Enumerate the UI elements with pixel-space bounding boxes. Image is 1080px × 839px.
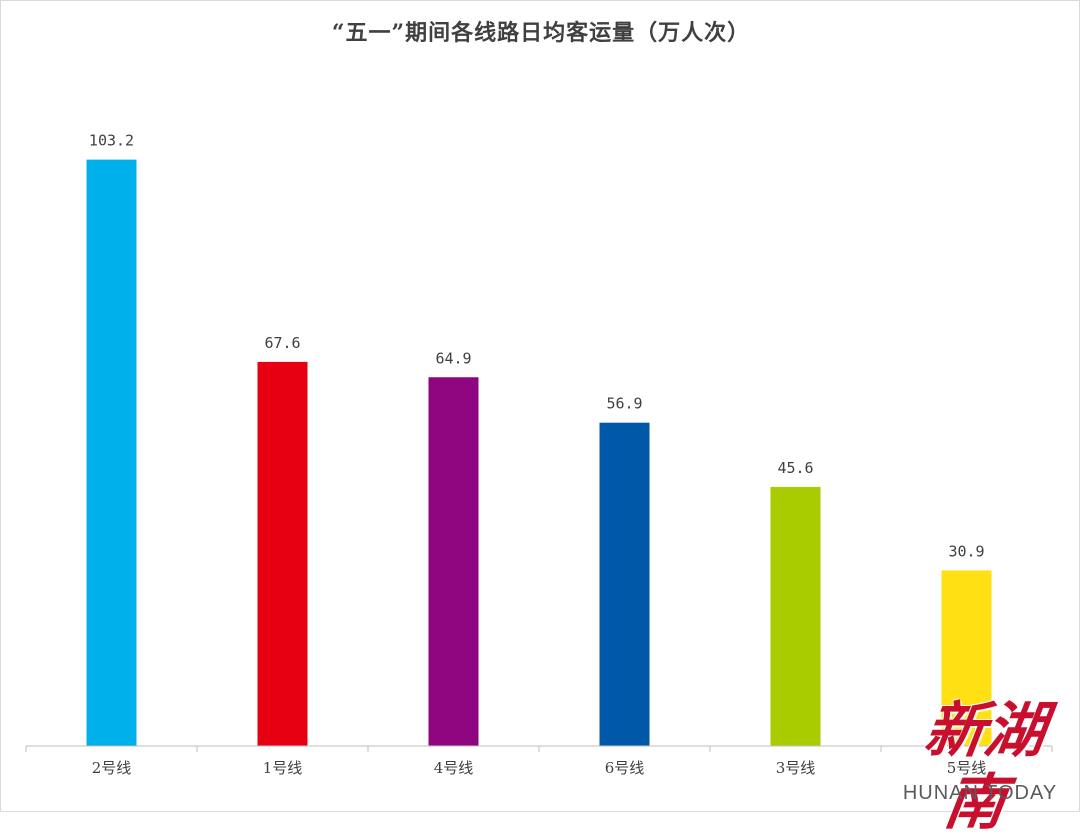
data-label: 64.9 [435, 349, 471, 367]
bar-chart: 103.2 2号线 67.6 1号线 64.9 4号线 56.9 6号线 45.6 3号线 30.9… [25, 132, 1053, 777]
bar [86, 159, 137, 747]
x-tick-label: 4号线 [434, 759, 474, 777]
bars-layer [86, 159, 992, 747]
labels-layer: 103.2 2号线 67.6 1号线 64.9 4号线 56.9 6号线 45.6 3号线 30.9… [89, 132, 986, 777]
data-label: 45.6 [777, 459, 813, 477]
x-axis [25, 745, 1053, 752]
bar [941, 570, 992, 746]
data-label: 56.9 [606, 395, 642, 413]
data-label: 30.9 [948, 542, 984, 560]
chart-title: “五一”期间各线路日均客运量（万人次） [331, 20, 751, 46]
data-label: 103.2 [89, 132, 134, 150]
bar [428, 377, 479, 746]
bar [257, 361, 308, 746]
x-tick-label: 3号线 [776, 759, 816, 777]
x-tick-label: 6号线 [605, 759, 645, 777]
bar [599, 422, 650, 746]
data-label: 67.6 [264, 334, 300, 352]
x-tick-label: 5号线 [947, 759, 987, 777]
bar [770, 486, 821, 746]
x-tick-label: 1号线 [263, 759, 303, 777]
x-tick-label: 2号线 [92, 759, 132, 777]
